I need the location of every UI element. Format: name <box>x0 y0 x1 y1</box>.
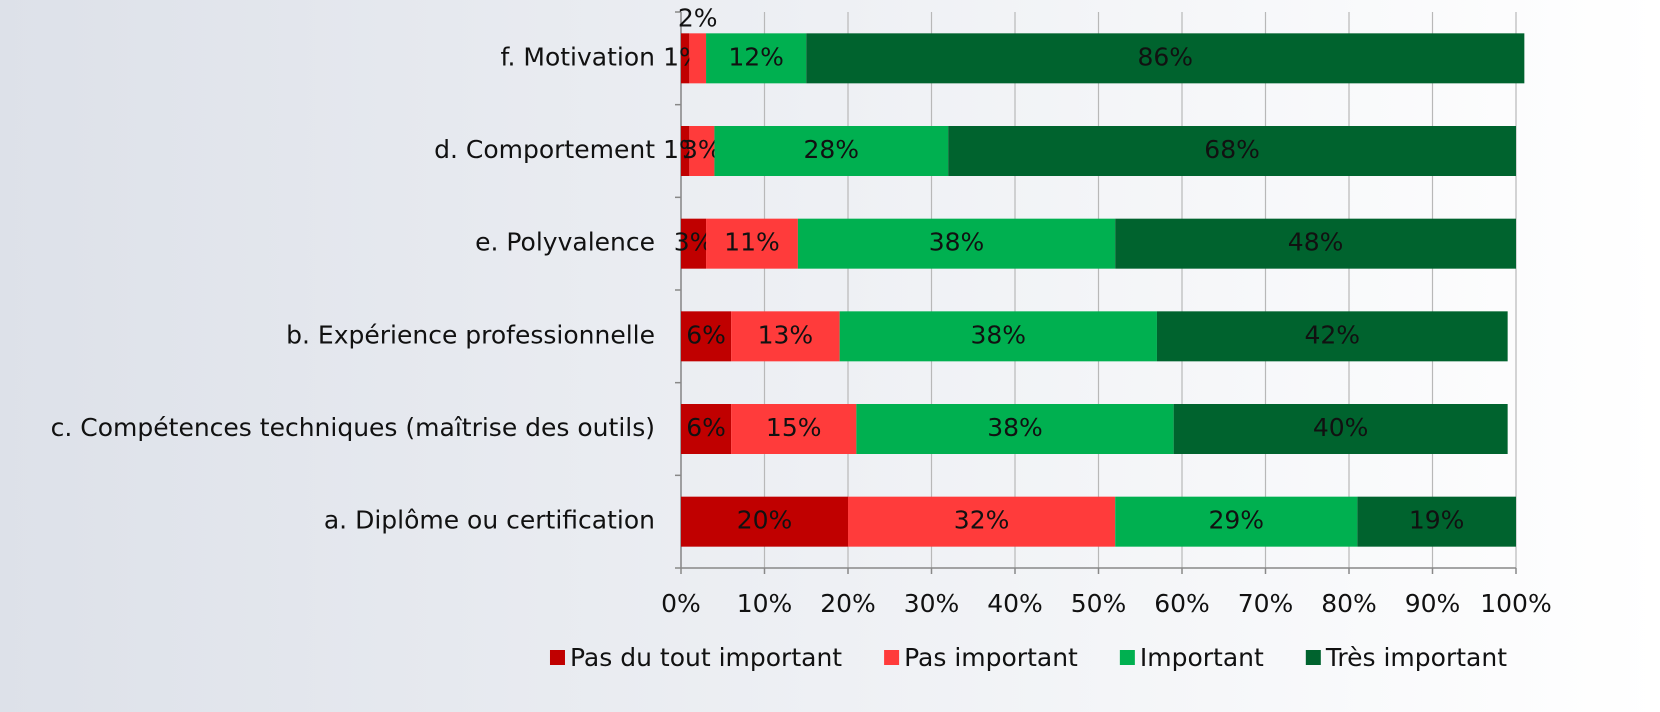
bar-segment <box>1115 496 1358 547</box>
data-label: 11% <box>724 228 780 257</box>
data-label: 38% <box>971 320 1027 349</box>
bar-segment <box>681 496 848 547</box>
data-label: 40% <box>1313 413 1369 442</box>
x-tick-label: 40% <box>987 589 1043 618</box>
bar-segment <box>948 126 1516 176</box>
y-tick-label: a. Diplôme ou certification <box>324 506 655 535</box>
data-label: 32% <box>954 506 1010 535</box>
bar-segment <box>1115 218 1516 269</box>
bar-segment <box>681 126 690 176</box>
x-tick-label: 20% <box>820 589 876 618</box>
y-tick-label: c. Compétences techniques (maîtrise des … <box>51 413 655 442</box>
bar-segment <box>1156 311 1508 362</box>
y-tick-label: b. Expérience professionnelle <box>286 320 655 349</box>
legend-swatch <box>1119 650 1135 665</box>
y-tick-label: e. Polyvalence <box>475 228 655 257</box>
x-tick-label: 90% <box>1405 589 1461 618</box>
data-label: 48% <box>1288 228 1344 257</box>
bar-segment <box>706 33 807 84</box>
bar-segment <box>839 311 1157 362</box>
bar-segment <box>681 404 732 454</box>
data-label: 28% <box>804 135 860 164</box>
data-label: 6% <box>686 413 726 442</box>
bar-segment <box>731 404 857 454</box>
bar-segment <box>681 311 732 362</box>
data-label: 42% <box>1305 320 1361 349</box>
bar-segment <box>706 218 798 269</box>
bar-segment <box>1357 496 1516 547</box>
legend-label: Important <box>1140 643 1264 672</box>
bar-segment <box>731 311 840 362</box>
x-tick-label: 100% <box>1480 589 1551 618</box>
data-label: 15% <box>766 413 822 442</box>
x-tick-label: 0% <box>661 589 701 618</box>
bar-segment <box>689 126 715 176</box>
y-tick-label: d. Comportement <box>434 135 655 164</box>
legend-swatch <box>549 650 565 665</box>
data-label: 38% <box>987 413 1043 442</box>
legend-label: Très important <box>1325 643 1507 672</box>
data-label: 2% <box>678 3 718 32</box>
x-tick-label: 70% <box>1238 589 1294 618</box>
x-tick-label: 80% <box>1321 589 1377 618</box>
x-tick-label: 60% <box>1154 589 1210 618</box>
bar-segment <box>714 126 949 176</box>
bar-segment <box>806 33 1525 84</box>
bar-segment <box>681 33 690 84</box>
data-label: 6% <box>686 320 726 349</box>
legend-label: Pas important <box>904 643 1078 672</box>
data-label: 68% <box>1204 135 1260 164</box>
data-label: 38% <box>929 228 985 257</box>
x-tick-label: 10% <box>737 589 793 618</box>
data-label: 12% <box>728 42 784 71</box>
legend-label: Pas du tout important <box>570 643 842 672</box>
bar-segment <box>689 33 707 84</box>
bar-segment <box>1173 404 1508 454</box>
x-tick-label: 30% <box>904 589 960 618</box>
x-tick-label: 50% <box>1071 589 1127 618</box>
bar-segment <box>797 218 1116 269</box>
data-label: 13% <box>758 320 814 349</box>
bar-segment <box>848 496 1116 547</box>
data-label: 20% <box>737 506 793 535</box>
legend-swatch <box>1305 650 1321 665</box>
bar-segment <box>856 404 1174 454</box>
legend-swatch <box>884 650 900 665</box>
y-tick-label: f. Motivation <box>501 42 656 71</box>
bar-segment <box>681 218 707 269</box>
data-label: 19% <box>1409 506 1465 535</box>
data-label: 86% <box>1138 42 1194 71</box>
data-label: 29% <box>1208 506 1264 535</box>
